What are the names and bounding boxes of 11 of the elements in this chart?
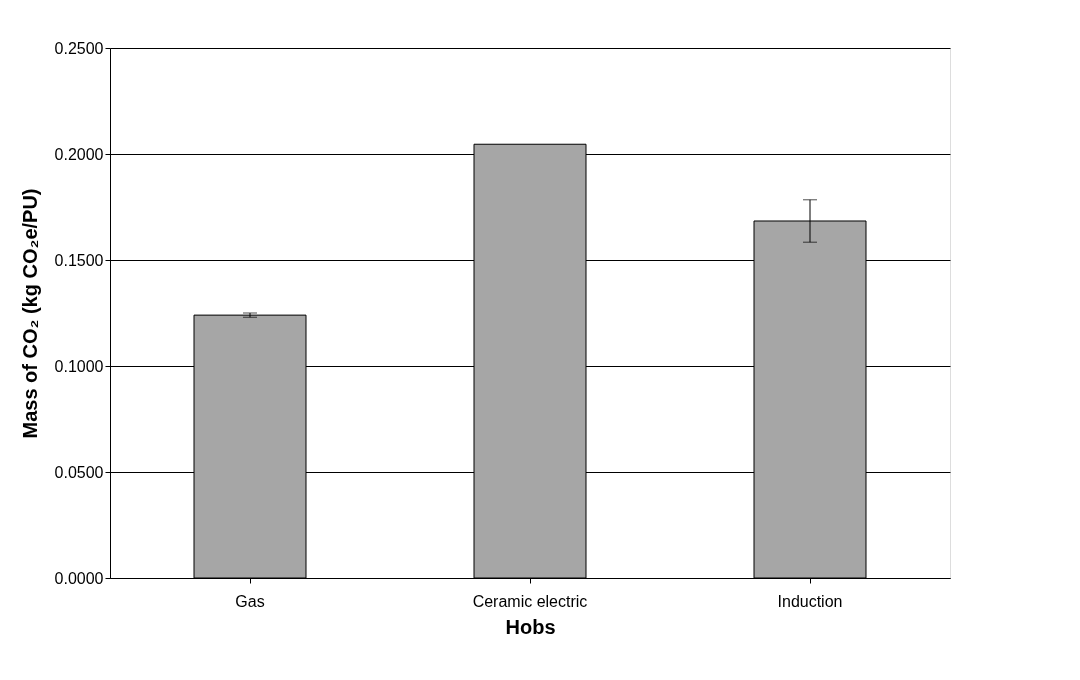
y-tick-label: 0.2500 xyxy=(54,39,104,57)
x-axis-title: Hobs xyxy=(505,615,556,638)
y-tick-label: 0.1500 xyxy=(54,251,104,269)
y-axis-title: Mass of CO₂ (kg CO₂e/PU) xyxy=(18,188,41,439)
x-tick-label: Ceramic electric xyxy=(472,592,588,610)
x-tick-label: Induction xyxy=(777,592,843,610)
y-tick-label: 0.0000 xyxy=(54,569,104,587)
y-tick-label: 0.0500 xyxy=(54,463,104,481)
x-tick-label: Gas xyxy=(235,592,265,610)
y-tick-label: 0.1000 xyxy=(54,357,104,375)
y-tick-label: 0.2000 xyxy=(54,145,104,163)
